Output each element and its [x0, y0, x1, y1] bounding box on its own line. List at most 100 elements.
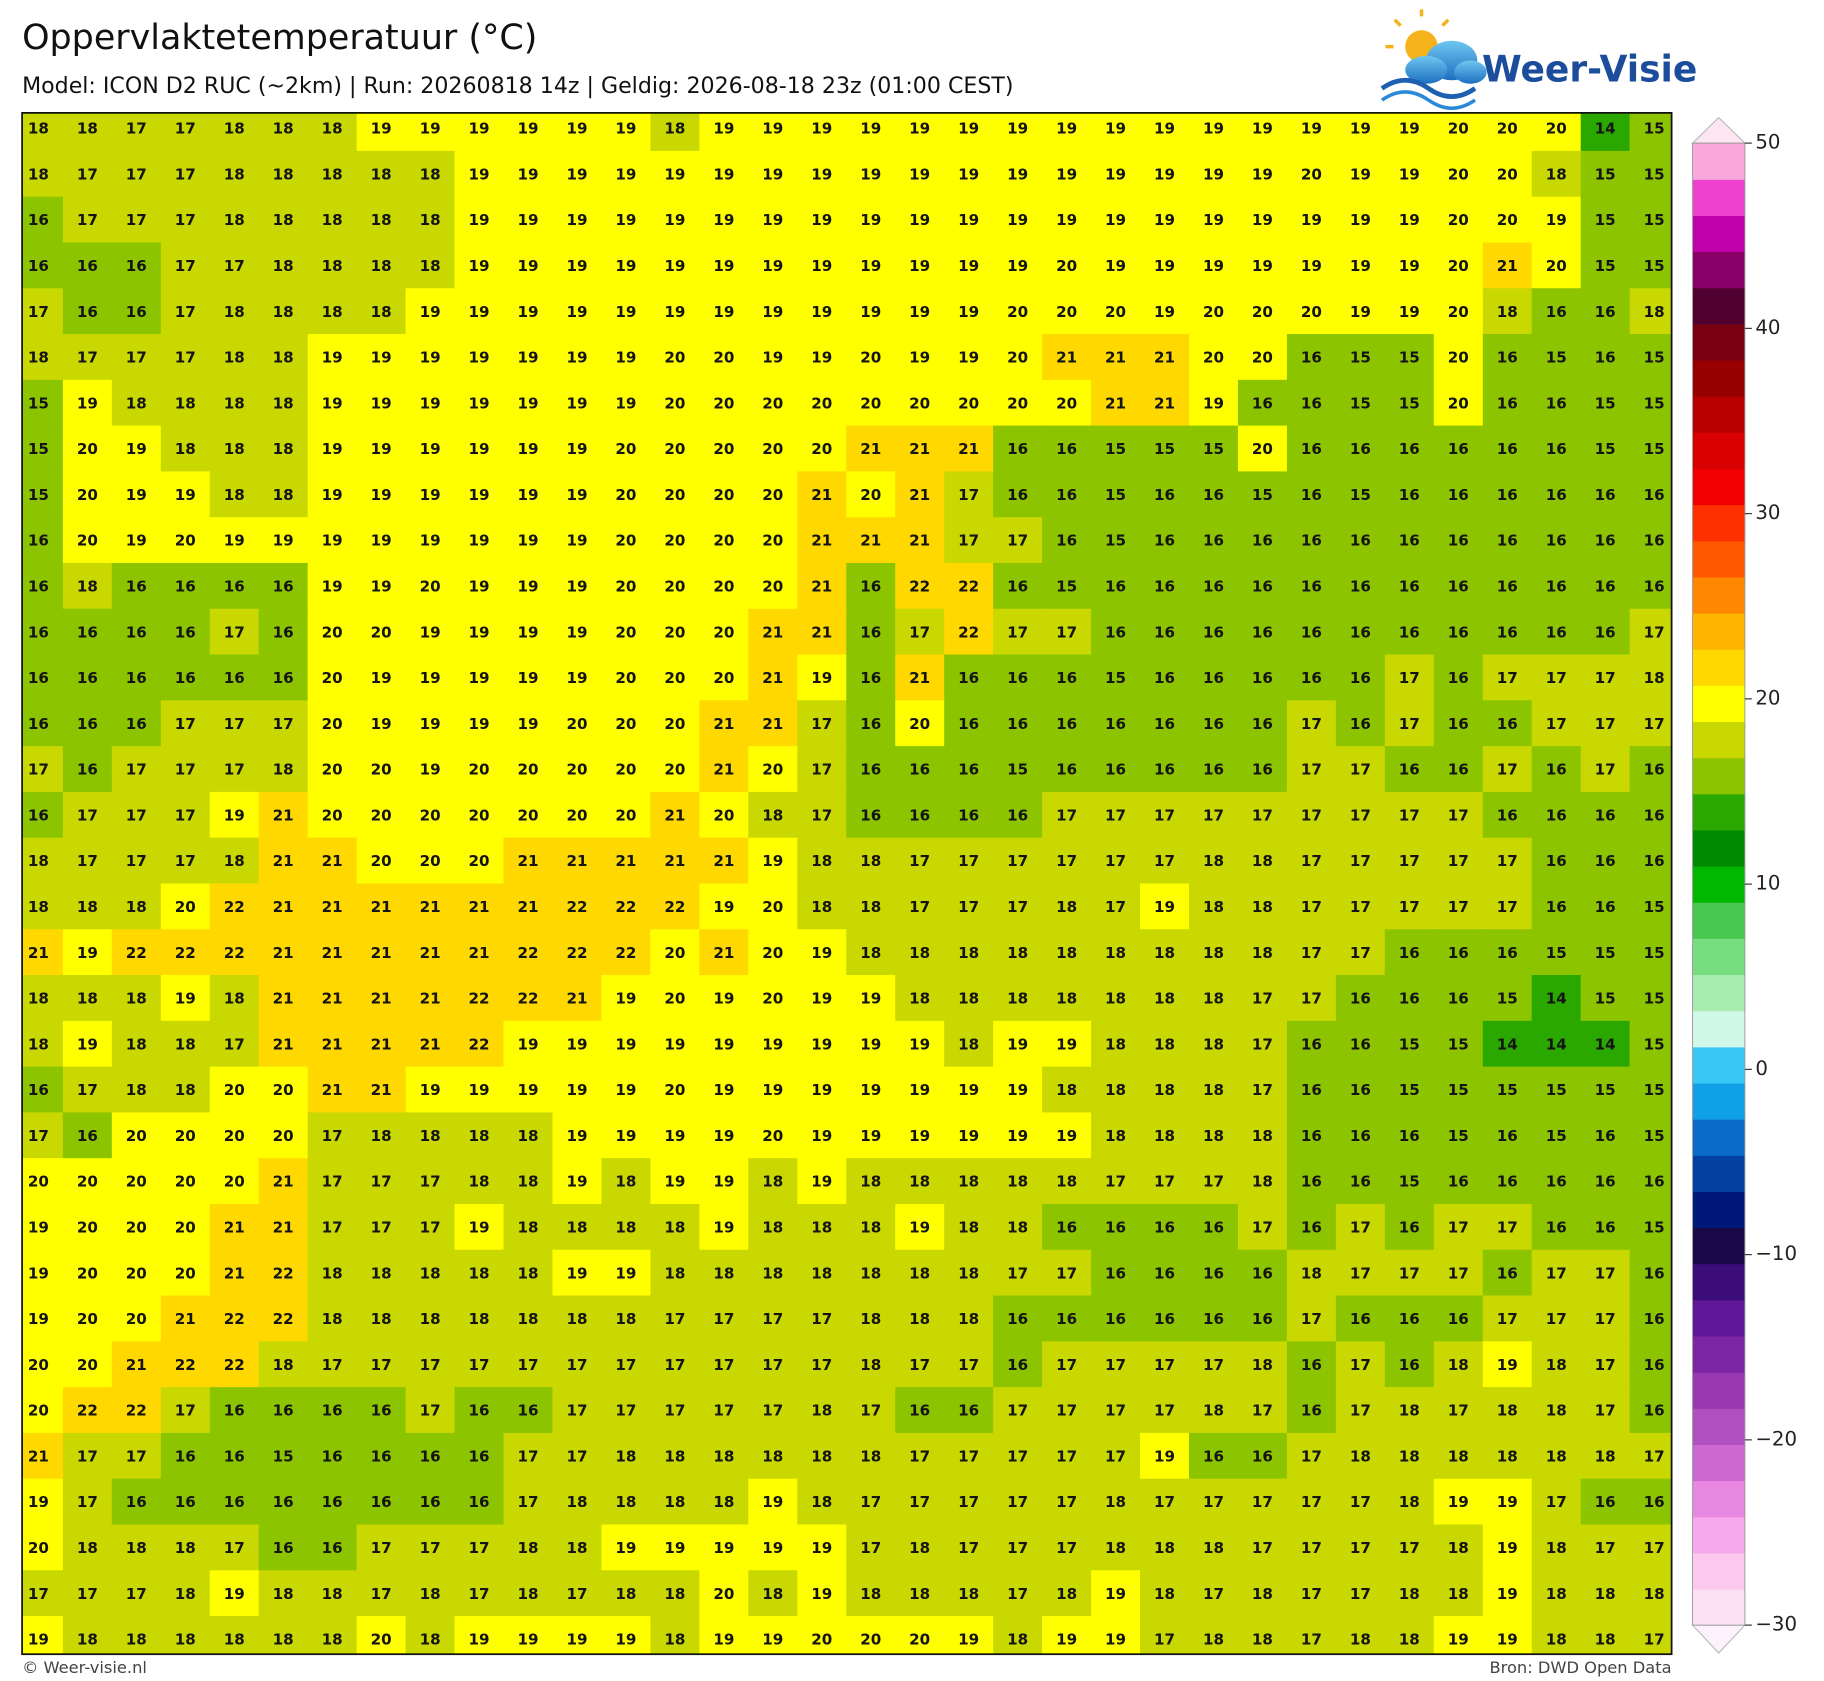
- temperature-label: 21: [566, 852, 587, 870]
- temperature-label: 17: [1301, 1585, 1322, 1603]
- temperature-label: 19: [322, 486, 343, 504]
- temperature-label: 19: [958, 257, 979, 275]
- temperature-cell: [748, 1524, 798, 1571]
- temperature-label: 18: [77, 120, 98, 138]
- temperature-cell: [895, 1341, 945, 1388]
- temperature-cell: [944, 1020, 994, 1068]
- temperature-label: 15: [1105, 669, 1126, 687]
- temperature-cell: [258, 1478, 309, 1526]
- temperature-label: 16: [28, 257, 49, 275]
- temperature-cell: [160, 471, 211, 518]
- temperature-cell: [1335, 562, 1386, 610]
- temperature-cell: [797, 929, 847, 976]
- temperature-cell: [846, 196, 896, 244]
- colorbar-band: [1692, 1010, 1745, 1048]
- temperature-label: 20: [77, 1219, 98, 1237]
- temperature-label: 17: [175, 349, 196, 367]
- temperature-label: 17: [1595, 1310, 1616, 1328]
- temperature-cell: [1237, 746, 1288, 793]
- temperature-label: 17: [175, 257, 196, 275]
- temperature-label: 17: [958, 898, 979, 916]
- temperature-label: 19: [1301, 211, 1322, 229]
- temperature-cell: [356, 196, 407, 244]
- temperature-label: 16: [469, 1447, 490, 1465]
- temperature-label: 19: [469, 394, 490, 412]
- temperature-cell: [307, 1616, 358, 1655]
- temperature-label: 16: [1595, 1219, 1616, 1237]
- temperature-label: 16: [1007, 440, 1028, 458]
- temperature-cell: [1433, 196, 1484, 244]
- temperature-cell: [454, 746, 505, 793]
- temperature-label: 19: [1350, 120, 1371, 138]
- temperature-cell: [1384, 334, 1435, 381]
- temperature-cell: [650, 929, 701, 976]
- colorbar-band: [1692, 1444, 1745, 1482]
- temperature-label: 16: [1497, 532, 1518, 550]
- temperature-cell: [62, 288, 113, 335]
- temperature-cell: [356, 1341, 407, 1388]
- colorbar-band: [1692, 1046, 1745, 1084]
- temperature-cell: [895, 1478, 945, 1526]
- temperature-label: 18: [224, 440, 245, 458]
- temperature-cell: [1433, 1478, 1484, 1526]
- colorbar-tick-label: 20: [1755, 686, 1780, 709]
- temperature-label: 18: [566, 1219, 587, 1237]
- temperature-label: 17: [1252, 1402, 1273, 1420]
- temperature-label: 17: [126, 1585, 147, 1603]
- temperature-cell: [22, 837, 64, 885]
- temperature-label: 16: [1203, 623, 1224, 641]
- temperature-label: 17: [1497, 761, 1518, 779]
- temperature-cell: [748, 1249, 798, 1297]
- temperature-label: 19: [713, 120, 734, 138]
- temperature-cell: [160, 654, 211, 702]
- temperature-cell: [1384, 1478, 1435, 1526]
- temperature-cell: [1580, 1616, 1631, 1655]
- temperature-label: 16: [1595, 532, 1616, 550]
- temperature-label: 20: [224, 1173, 245, 1191]
- temperature-cell: [209, 562, 260, 610]
- temperature-label: 18: [958, 1585, 979, 1603]
- temperature-label: 18: [273, 257, 294, 275]
- temperature-cell: [454, 1432, 505, 1480]
- temperature-label: 17: [1154, 806, 1175, 824]
- temperature-cell: [405, 883, 456, 930]
- temperature-label: 18: [664, 120, 685, 138]
- temperature-label: 16: [175, 578, 196, 596]
- temperature-cell: [993, 1249, 1043, 1297]
- temperature-label: 18: [860, 1356, 881, 1374]
- temperature-label: 16: [1399, 944, 1420, 962]
- temperature-label: 19: [1007, 1127, 1028, 1145]
- temperature-cell: [699, 471, 750, 518]
- temperature-cell: [258, 1066, 309, 1114]
- temperature-label: 20: [664, 394, 685, 412]
- temperature-label: 18: [1644, 669, 1665, 687]
- temperature-cell: [993, 1616, 1043, 1655]
- temperature-cell: [209, 608, 260, 656]
- temperature-cell: [62, 975, 113, 1022]
- temperature-cell: [944, 1478, 994, 1526]
- temperature-cell: [307, 1570, 358, 1617]
- temperature-label: 18: [909, 1173, 930, 1191]
- temperature-label: 17: [175, 761, 196, 779]
- temperature-label: 19: [909, 349, 930, 367]
- temperature-label: 16: [1301, 623, 1322, 641]
- temperature-cell: [1335, 1616, 1386, 1655]
- temperature-label: 15: [1595, 165, 1616, 183]
- temperature-cell: [1531, 837, 1582, 885]
- temperature-cell: [307, 112, 358, 152]
- temperature-label: 20: [713, 1585, 734, 1603]
- temperature-cell: [1042, 1478, 1092, 1526]
- temperature-label: 17: [1350, 1264, 1371, 1282]
- temperature-cell: [111, 975, 162, 1022]
- temperature-label: 18: [1154, 944, 1175, 962]
- temperature-cell: [748, 1158, 798, 1205]
- temperature-cell: [503, 1203, 554, 1251]
- temperature-label: 16: [909, 761, 930, 779]
- temperature-label: 20: [1056, 303, 1077, 321]
- temperature-label: 16: [1595, 806, 1616, 824]
- temperature-label: 20: [1105, 303, 1126, 321]
- temperature-label: 16: [28, 532, 49, 550]
- temperature-cell: [1237, 150, 1288, 198]
- temperature-cell: [993, 837, 1043, 885]
- temperature-cell: [1188, 1249, 1239, 1297]
